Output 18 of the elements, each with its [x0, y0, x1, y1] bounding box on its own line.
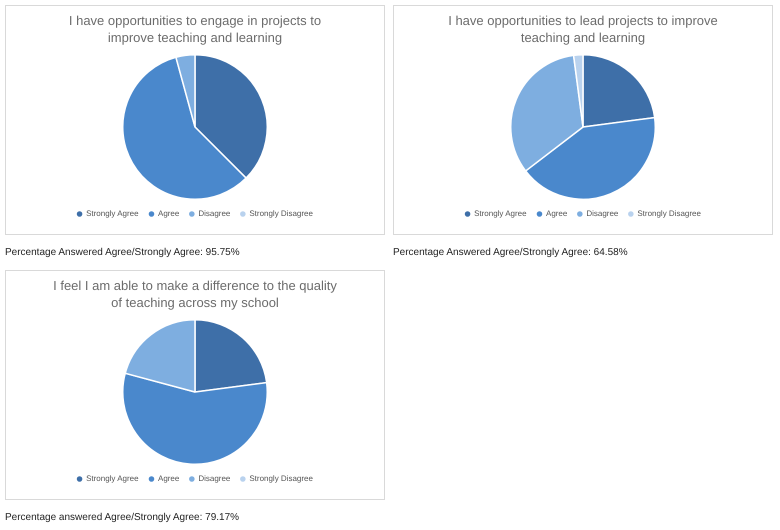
text: Percentage answered Agree/Strongly Agree: 79.17% [5, 512, 240, 523]
text: Percentage Answered Agree/Strongly Agree: 64.58% [393, 247, 628, 258]
legend-label: Agree [546, 209, 568, 218]
legend-label: Strongly Disagree [249, 474, 314, 484]
legend-label: Disagree [198, 209, 231, 218]
legend-label: Strongly Agree [86, 474, 140, 484]
legend-label: Strongly Agree [474, 209, 528, 218]
legend-label: Agree [158, 209, 180, 218]
legend-label: Disagree [198, 474, 231, 484]
legend-label: Agree [158, 474, 180, 484]
legend-label: Disagree [586, 209, 619, 218]
chart-title: I have opportunities to lead projects to improve teaching and learning [447, 12, 719, 46]
chart-title: I feel I am able to make a difference to the quality of teaching across my school [52, 277, 338, 311]
chart-title: I have opportunities to engage in projects to improve teaching and learning [68, 12, 322, 46]
legend-label: Strongly Disagree [249, 209, 314, 218]
legend-label: Strongly Disagree [637, 209, 702, 218]
legend-label: Strongly Agree [86, 209, 140, 218]
text: Percentage Answered Agree/Strongly Agree: 95.75% [5, 247, 240, 258]
